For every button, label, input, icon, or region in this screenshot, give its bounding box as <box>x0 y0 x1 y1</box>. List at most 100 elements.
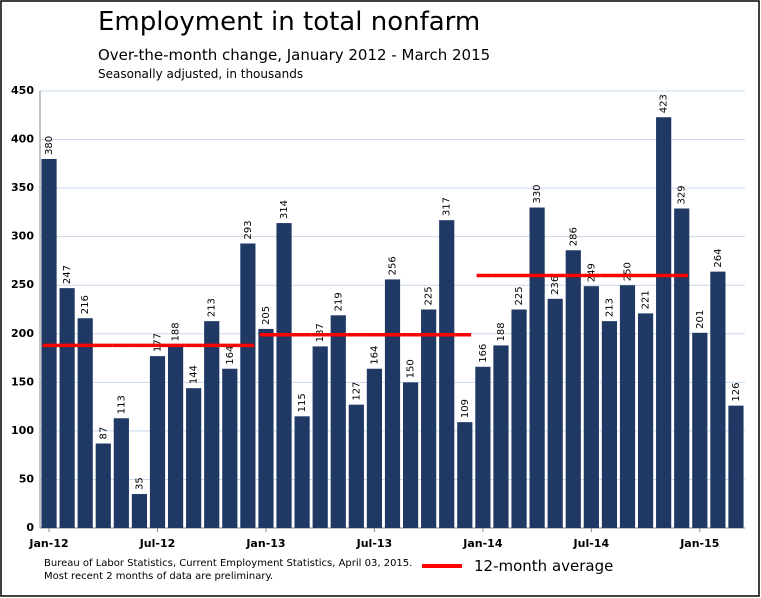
bar <box>41 158 57 528</box>
value-label: 144 <box>189 365 200 384</box>
bar <box>402 382 419 528</box>
value-label: 188 <box>171 322 182 341</box>
value-label: 126 <box>731 383 742 402</box>
value-label: 264 <box>713 249 724 268</box>
bar <box>384 279 401 528</box>
value-label: 249 <box>586 263 597 282</box>
bar <box>583 286 599 528</box>
value-label: 250 <box>623 262 634 281</box>
bar <box>439 220 455 528</box>
value-label: 225 <box>424 286 435 305</box>
bar <box>276 223 292 528</box>
legend-label: 12-month average <box>474 557 613 575</box>
value-label: 177 <box>153 333 164 352</box>
y-tick-label: 0 <box>26 521 34 534</box>
bar <box>330 315 346 528</box>
bar <box>475 366 491 528</box>
bar <box>511 309 527 528</box>
bar <box>240 243 256 528</box>
bar <box>366 368 383 528</box>
value-label: 87 <box>98 427 109 440</box>
value-label: 423 <box>659 94 670 113</box>
x-tick-label: Jan-12 <box>28 537 68 550</box>
bar <box>547 298 563 528</box>
chart-subtitle: Over-the-month change, January 2012 - Ma… <box>98 46 490 64</box>
x-tick-label: Jul-14 <box>573 537 610 550</box>
bar <box>222 368 238 528</box>
chart-title: Employment in total nonfarm <box>98 7 480 37</box>
bar <box>149 356 166 528</box>
value-label: 225 <box>514 286 525 305</box>
bar <box>95 443 111 528</box>
bar <box>565 250 581 529</box>
y-tick-label: 150 <box>11 375 34 388</box>
y-tick-label: 450 <box>11 84 34 97</box>
bar <box>294 416 310 528</box>
bar <box>637 313 654 528</box>
value-label: 219 <box>333 292 344 311</box>
value-label: 293 <box>243 220 254 239</box>
bar <box>59 288 75 528</box>
value-label: 150 <box>406 359 417 378</box>
value-label: 329 <box>677 185 688 204</box>
value-label: 187 <box>315 323 326 342</box>
y-tick-label: 250 <box>11 278 34 291</box>
y-tick-label: 50 <box>19 472 35 485</box>
value-label: 188 <box>496 322 507 341</box>
bar <box>457 422 473 528</box>
value-label: 286 <box>568 227 579 246</box>
value-label: 221 <box>641 290 652 309</box>
y-tick-label: 100 <box>11 424 34 437</box>
value-label: 247 <box>62 265 73 284</box>
bar <box>692 332 708 528</box>
bar <box>529 207 545 529</box>
y-tick-label: 400 <box>11 133 34 146</box>
bar <box>619 285 636 528</box>
value-label: 314 <box>279 200 290 219</box>
value-label: 317 <box>442 197 453 216</box>
footnote: Most recent 2 months of data are prelimi… <box>44 571 273 582</box>
x-tick-label: Jan-15 <box>679 537 719 550</box>
value-label: 164 <box>225 346 236 365</box>
value-label: 330 <box>532 184 543 203</box>
bar <box>258 328 274 528</box>
bar <box>131 494 148 528</box>
y-tick-label: 350 <box>11 181 34 194</box>
y-tick-label: 200 <box>11 327 34 340</box>
value-label: 236 <box>550 276 561 295</box>
value-label: 109 <box>460 399 471 418</box>
x-tick-label: Jan-14 <box>462 537 503 550</box>
value-label: 166 <box>478 344 489 363</box>
bar <box>186 388 202 528</box>
chart-note: Seasonally adjusted, in thousands <box>98 67 303 81</box>
value-label: 213 <box>207 298 218 317</box>
value-label: 127 <box>351 382 362 401</box>
value-label: 35 <box>134 477 145 490</box>
value-label: 201 <box>695 310 706 329</box>
value-label: 380 <box>44 136 55 155</box>
bar <box>113 418 129 528</box>
value-label: 113 <box>116 395 127 414</box>
x-tick-label: Jul-13 <box>356 537 393 550</box>
source: Bureau of Labor Statistics, Current Empl… <box>44 558 412 569</box>
bar <box>204 321 220 528</box>
value-label: 256 <box>388 256 399 275</box>
bar <box>601 321 618 528</box>
bar <box>674 208 690 528</box>
bar <box>77 318 93 528</box>
bar <box>728 405 744 528</box>
x-tick-label: Jan-13 <box>245 537 285 550</box>
bar <box>710 271 726 528</box>
value-label: 115 <box>297 393 308 412</box>
value-label: 216 <box>80 295 91 314</box>
y-tick-label: 300 <box>11 230 34 243</box>
bar <box>493 345 509 528</box>
bar <box>348 404 364 528</box>
bar <box>312 346 328 528</box>
bar <box>421 309 437 528</box>
x-tick-label: Jul-12 <box>139 537 176 550</box>
value-label: 213 <box>604 298 615 317</box>
bar <box>656 117 672 528</box>
